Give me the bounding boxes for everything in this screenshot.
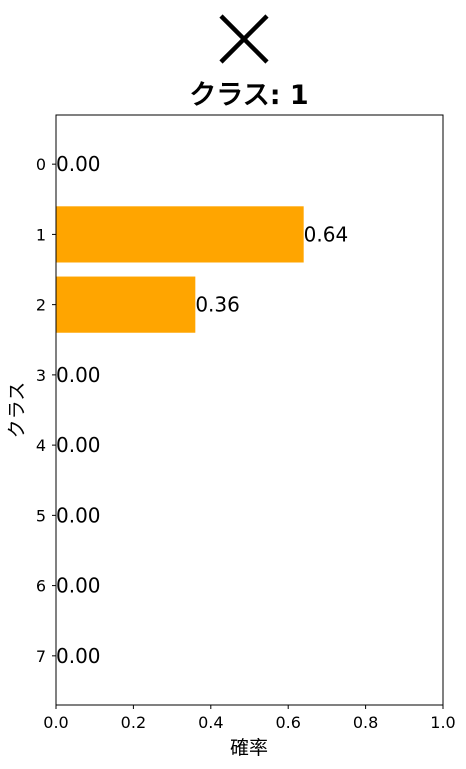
y-tick-label: 6 [36, 577, 46, 596]
x-tick-label: 0.6 [275, 713, 300, 732]
data-label-class-4: 0.00 [56, 433, 101, 457]
data-label-class-7: 0.00 [56, 644, 101, 668]
y-tick-label: 3 [36, 366, 46, 385]
bar-class-2 [56, 276, 196, 333]
y-tick-label: 5 [36, 506, 46, 525]
x-tick-label: 1.0 [430, 713, 455, 732]
x-axis-label: 確率 [230, 737, 268, 759]
x-axis-ticks: 0.0 0.2 0.4 0.6 0.8 1.0 [43, 705, 456, 732]
x-tick-label: 0.4 [198, 713, 223, 732]
bars-layer [56, 206, 304, 333]
y-tick-label: 7 [36, 647, 46, 666]
data-label-class-0: 0.00 [56, 152, 101, 176]
x-tick-label: 0.8 [353, 713, 378, 732]
y-tick-label: 2 [36, 296, 46, 315]
chart-title: クラス: 1 [189, 80, 308, 111]
data-label-class-3: 0.00 [56, 363, 101, 387]
bar-class-1 [56, 206, 304, 263]
y-tick-label: 4 [36, 436, 46, 455]
data-label-class-1: 0.64 [304, 222, 349, 246]
y-tick-label: 0 [36, 155, 46, 174]
y-axis-ticks: 0 1 2 3 4 5 6 7 [36, 155, 56, 666]
data-label-class-5: 0.00 [56, 503, 101, 527]
y-tick-label: 1 [36, 225, 46, 244]
cross-mark-icon [219, 14, 269, 64]
data-labels: 0.00 0.64 0.36 0.00 0.00 0.00 0.00 0.00 [56, 152, 348, 668]
x-tick-label: 0.0 [43, 713, 68, 732]
x-tick-label: 0.2 [121, 713, 146, 732]
data-label-class-6: 0.00 [56, 574, 101, 598]
data-label-class-2: 0.36 [195, 293, 240, 317]
plot-frame [55, 114, 444, 706]
y-axis-label: クラス [6, 382, 28, 439]
